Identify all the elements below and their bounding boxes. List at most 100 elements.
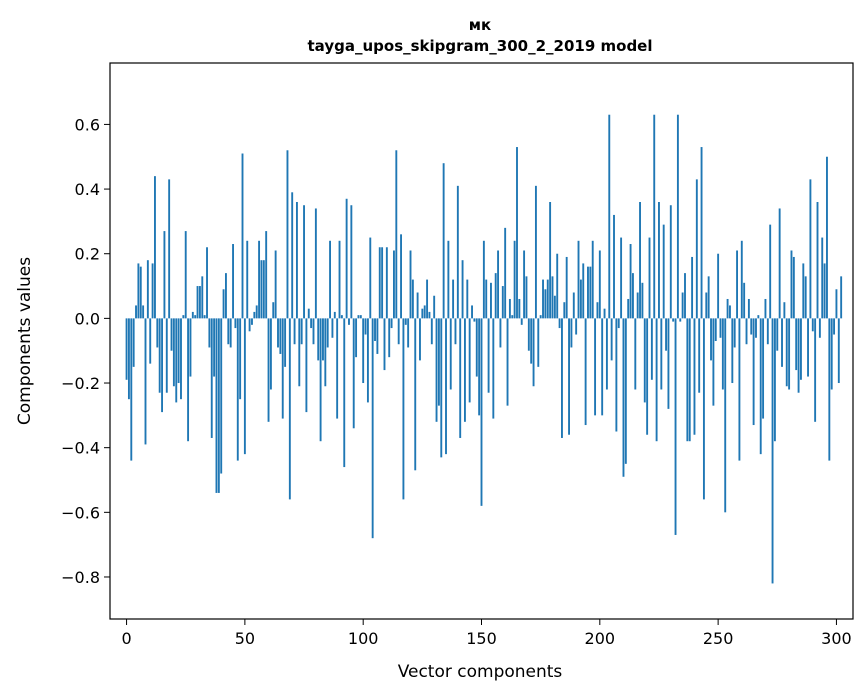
bar-78 xyxy=(310,318,313,329)
bar-112 xyxy=(390,318,393,329)
bar-268 xyxy=(759,318,762,455)
bar-116 xyxy=(400,234,402,319)
bar-223 xyxy=(653,114,656,319)
y-tick-label: −0.6 xyxy=(61,503,100,522)
bar-130 xyxy=(433,295,436,319)
bar-188 xyxy=(570,318,573,348)
bar-86 xyxy=(329,240,331,319)
bar-206 xyxy=(613,214,615,319)
bar-142 xyxy=(461,260,464,319)
bar-111 xyxy=(388,318,391,358)
bar-146 xyxy=(471,305,473,319)
y-tick-label: −0.8 xyxy=(61,568,100,587)
bar-69 xyxy=(288,318,291,500)
bar-196 xyxy=(589,266,592,319)
bar-123 xyxy=(416,292,419,319)
bar-110 xyxy=(385,247,388,319)
bar-222 xyxy=(650,318,653,380)
bar-94 xyxy=(348,318,350,325)
bar-154 xyxy=(490,282,492,319)
bar-82 xyxy=(319,318,322,442)
bar-202 xyxy=(603,308,606,319)
bar-152 xyxy=(485,279,488,319)
bar-221 xyxy=(648,237,651,319)
bar-75 xyxy=(303,205,305,319)
bar-251 xyxy=(719,318,722,338)
bar-115 xyxy=(397,318,400,345)
bar-230 xyxy=(669,205,672,319)
bar-5 xyxy=(137,263,140,319)
bar-238 xyxy=(688,318,691,442)
bar-190 xyxy=(575,318,578,335)
bar-167 xyxy=(520,318,523,325)
bar-27 xyxy=(189,318,192,377)
bar-18 xyxy=(168,179,171,319)
bar-131 xyxy=(435,318,438,422)
bar-64 xyxy=(277,318,279,348)
bar-48 xyxy=(239,318,242,400)
bar-12 xyxy=(154,176,156,319)
bar-291 xyxy=(814,318,817,422)
bar-231 xyxy=(672,318,675,322)
y-tick-label: 0.0 xyxy=(75,309,100,328)
bar-160 xyxy=(504,227,507,319)
x-tick-label: 200 xyxy=(585,629,616,648)
y-tick-label: 0.6 xyxy=(75,115,100,134)
bar-87 xyxy=(331,318,334,338)
bar-95 xyxy=(350,205,353,319)
bar-179 xyxy=(549,202,552,319)
bar-265 xyxy=(752,318,755,426)
bar-300 xyxy=(835,289,838,319)
bar-32 xyxy=(201,276,204,319)
bar-85 xyxy=(326,318,329,348)
bar-248 xyxy=(712,318,715,406)
bar-19 xyxy=(170,318,173,351)
bar-274 xyxy=(773,318,776,442)
bar-208 xyxy=(617,318,620,329)
bar-156 xyxy=(494,273,497,319)
bar-89 xyxy=(336,318,339,419)
bar-269 xyxy=(762,318,765,419)
bar-205 xyxy=(610,318,613,361)
bar-13 xyxy=(156,318,159,348)
bar-215 xyxy=(634,318,637,390)
bar-158 xyxy=(499,318,502,348)
bar-80 xyxy=(314,208,317,319)
bar-88 xyxy=(333,311,336,319)
bar-117 xyxy=(402,318,405,500)
bar-191 xyxy=(577,240,580,319)
bar-249 xyxy=(714,318,717,341)
bar-81 xyxy=(317,318,320,361)
bar-26 xyxy=(187,318,190,442)
bar-138 xyxy=(452,279,455,319)
bar-53 xyxy=(251,318,253,325)
bar-56 xyxy=(258,240,261,319)
bar-126 xyxy=(423,305,426,319)
bar-293 xyxy=(818,318,821,338)
bar-285 xyxy=(800,318,802,380)
bar-297 xyxy=(828,318,831,461)
bar-50 xyxy=(243,318,246,455)
x-axis: 0 50 100 150 200 250 300 xyxy=(121,619,852,648)
bar-177 xyxy=(544,289,547,319)
bar-247 xyxy=(710,318,712,361)
bar-150 xyxy=(480,318,483,506)
bar-271 xyxy=(766,318,769,345)
bar-15 xyxy=(161,318,163,413)
bar-157 xyxy=(497,250,500,319)
bar-0 xyxy=(125,318,128,380)
bar-204 xyxy=(608,114,611,319)
bar-272 xyxy=(769,224,772,319)
y-tick-label: 0.4 xyxy=(75,180,100,199)
bar-46 xyxy=(234,318,237,329)
bar-47 xyxy=(236,318,239,461)
bar-281 xyxy=(790,250,793,319)
bar-6 xyxy=(139,266,142,319)
bar-76 xyxy=(305,318,308,413)
bar-60 xyxy=(267,318,270,422)
bar-174 xyxy=(537,318,540,367)
y-tick-label: −0.4 xyxy=(61,439,100,458)
bar-209 xyxy=(620,237,623,319)
bar-44 xyxy=(229,318,232,348)
bar-197 xyxy=(591,240,594,319)
